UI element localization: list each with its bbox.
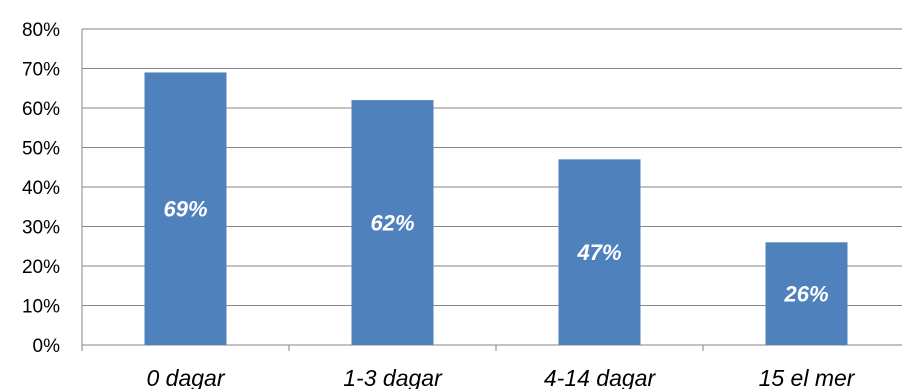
data-label: 47%: [576, 240, 621, 265]
x-tick-label: 15 el mer: [759, 365, 856, 389]
y-axis-tick-labels: 0% 10% 20% 30% 40% 50% 60% 70% 80%: [22, 20, 60, 357]
x-tick-label: 0 dagar: [146, 365, 225, 389]
data-label: 26%: [783, 282, 828, 307]
bar: [765, 242, 848, 345]
y-tick-label: 80%: [22, 20, 60, 41]
data-label: 62%: [370, 211, 414, 236]
y-tick-label: 30%: [22, 218, 60, 239]
data-labels: 69% 62% 47% 26%: [163, 197, 828, 307]
y-tick-label: 70%: [22, 60, 60, 81]
bar: [558, 159, 641, 345]
bar: [351, 100, 434, 345]
y-tick-label: 60%: [22, 99, 60, 120]
x-tick-label: 1-3 dagar: [343, 365, 443, 389]
bars: [144, 72, 848, 345]
y-tick-label: 40%: [22, 178, 60, 199]
data-label: 69%: [163, 197, 207, 222]
y-tick-label: 0%: [33, 336, 61, 357]
y-tick-label: 20%: [22, 257, 60, 278]
y-tick-label: 50%: [22, 139, 60, 160]
y-tick-label: 10%: [22, 297, 60, 318]
x-tick-label: 4-14 dagar: [544, 365, 657, 389]
x-axis-tick-labels: 0 dagar 1-3 dagar 4-14 dagar 15 el mer: [146, 365, 855, 389]
bar: [144, 72, 227, 345]
